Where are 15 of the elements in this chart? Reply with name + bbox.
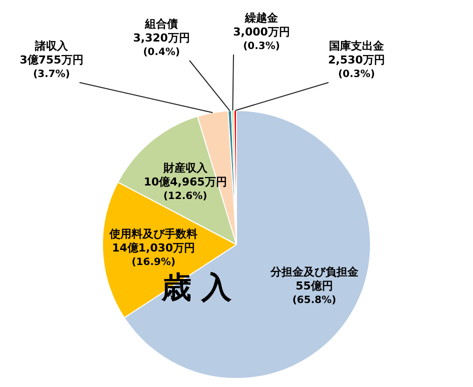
slice-label: 繰越金 <box>244 11 279 24</box>
slice-label: 分担金及び負担金 <box>269 265 360 278</box>
data-label: 55億円 (65.8%) <box>292 279 336 306</box>
data-label: 3億755万円 (3.7%) <box>20 53 84 80</box>
data-label: 3,320万円 (0.4%) <box>133 31 190 58</box>
slice-label: 組合債 <box>144 17 178 30</box>
data-label: 2,530万円 (0.3%) <box>328 53 385 80</box>
data-label: 14億1,030万円 (16.9%) <box>112 241 196 268</box>
slice-label: 財産収入 <box>162 161 208 174</box>
text: 歳 入 <box>160 270 233 306</box>
data-label: 3,000万円 (0.3%) <box>233 25 290 52</box>
slice-label: 使用料及び手数料 <box>108 227 198 240</box>
data-label: 10億4,965万円 (12.6%) <box>144 175 227 202</box>
slice-label: 諸収入 <box>34 39 69 52</box>
slice-label: 国庫支出金 <box>329 39 385 52</box>
